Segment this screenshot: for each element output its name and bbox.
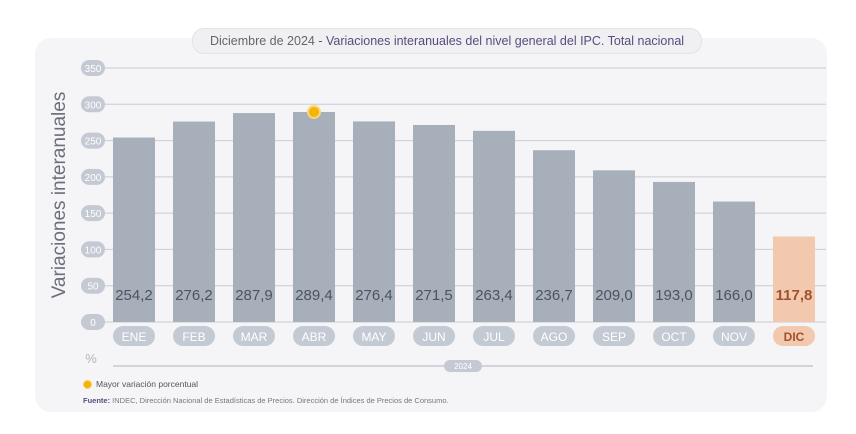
month-label: AGO	[541, 330, 568, 344]
source-label: Fuente:	[83, 396, 111, 405]
month-label: OCT	[661, 330, 687, 344]
source-note: Fuente: INDEC, Dirección Nacional de Est…	[83, 396, 449, 405]
month-pill	[293, 326, 335, 346]
month-pill	[413, 326, 455, 346]
legend-label: Mayor variación porcentual	[96, 379, 199, 389]
max-marker-legend-icon	[83, 379, 92, 389]
month-label: JUL	[483, 330, 505, 344]
bar-mar	[233, 113, 275, 322]
y-tick-label: 250	[85, 137, 102, 148]
title-main: Variaciones interanuales del nivel gener…	[325, 34, 685, 48]
title-separator: -	[314, 34, 326, 48]
y-tick-pill	[81, 205, 105, 222]
y-tick-label: 0	[90, 318, 96, 329]
y-tick-pill	[81, 60, 105, 76]
y-tick-label: 300	[85, 100, 102, 111]
y-tick-pill	[81, 314, 105, 330]
month-pill	[773, 326, 815, 346]
bar-ene	[113, 137, 155, 322]
bar-value-label: 193,0	[655, 287, 693, 304]
year-label: 2024	[454, 362, 472, 371]
month-pill	[713, 326, 755, 346]
month-pill	[173, 326, 215, 346]
y-tick-pill	[81, 241, 105, 258]
y-unit-label: %	[85, 351, 97, 366]
bar-value-label: 254,2	[115, 287, 153, 304]
month-pill	[233, 326, 275, 346]
bar-value-label: 166,0	[715, 287, 753, 304]
bar-sep	[593, 170, 635, 322]
source-text: INDEC, Dirección Nacional de Estadística…	[110, 396, 449, 405]
month-label: ENE	[122, 330, 147, 344]
month-pill	[353, 326, 395, 346]
bar-value-label: 287,9	[235, 287, 273, 304]
month-pill	[653, 326, 695, 346]
y-axis-title: Variaciones interanuales	[49, 92, 70, 299]
y-tick-label: 350	[85, 64, 102, 75]
month-pill	[593, 326, 635, 346]
month-label: DIC	[784, 330, 805, 344]
y-tick-label: 100	[85, 245, 102, 256]
month-label: MAR	[241, 330, 268, 344]
bar-value-label: 117,8	[776, 287, 813, 304]
bar-nov	[713, 201, 755, 322]
bar-value-label: 263,4	[475, 287, 513, 304]
title-date: Diciembre de 2024	[209, 34, 315, 48]
bar-may	[353, 121, 395, 323]
bar-value-label: 236,7	[535, 287, 573, 304]
bar-jun	[413, 124, 455, 323]
y-tick-pill	[81, 132, 105, 149]
bar-feb	[173, 121, 215, 323]
y-tick-label: 50	[87, 282, 99, 293]
month-label: FEB	[182, 330, 205, 344]
bar-value-label: 276,2	[175, 287, 213, 304]
bar-value-label: 289,4	[295, 287, 333, 304]
bar-dic	[773, 236, 815, 322]
bar-value-label: 271,5	[415, 287, 453, 304]
chart-title: Diciembre de 2024 - Variaciones interanu…	[192, 28, 702, 54]
legend: Mayor variación porcentual	[83, 377, 198, 391]
y-tick-pill	[81, 96, 105, 113]
bar-value-label: 209,0	[595, 287, 633, 304]
max-variation-marker	[307, 104, 321, 119]
y-tick-pill	[81, 277, 105, 294]
y-tick-label: 150	[85, 209, 102, 220]
y-tick-label: 200	[85, 173, 102, 184]
month-pill	[473, 326, 515, 346]
year-pill	[444, 360, 482, 372]
month-label: SEP	[602, 330, 626, 344]
bar-value-label: 276,4	[355, 287, 393, 304]
month-label: ABR	[302, 330, 327, 344]
bar-abr	[293, 111, 335, 322]
y-tick-pill	[81, 168, 105, 185]
month-pill	[533, 326, 575, 346]
month-label: JUN	[422, 330, 445, 344]
month-label: NOV	[721, 330, 747, 344]
bar-ago	[533, 150, 575, 322]
bar-jul	[473, 130, 515, 322]
month-label: MAY	[361, 330, 386, 344]
bar-oct	[653, 181, 695, 322]
month-pill	[113, 326, 155, 346]
